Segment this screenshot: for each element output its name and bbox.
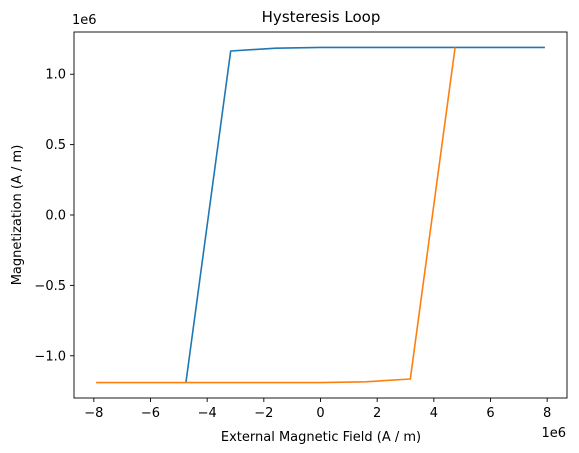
plot-lines: [96, 46, 545, 384]
y-tick-label: 1.0: [45, 68, 66, 83]
x-tick-label: 6: [486, 406, 494, 421]
y-offset-label: 1e6: [72, 13, 97, 28]
chart-title: Hysteresis Loop: [262, 8, 381, 26]
x-tick-label: 8: [543, 406, 551, 421]
y-tick-label: 0.0: [45, 209, 66, 224]
x-tick-label: 4: [430, 406, 438, 421]
x-tick-label: −6: [141, 406, 160, 421]
x-tick-label: −2: [254, 406, 273, 421]
y-tick-label: 0.5: [45, 138, 66, 153]
x-tick-label: −8: [84, 406, 103, 421]
x-tick-label: −4: [198, 406, 217, 421]
y-axis-ticks: −1.0 −0.5 0.0 0.5 1.0: [34, 68, 74, 364]
series-line-1: [185, 46, 545, 383]
plot-frame: [73, 31, 568, 399]
series-line-2: [96, 47, 456, 384]
x-offset-label: 1e6: [541, 426, 566, 441]
x-tick-label: 0: [316, 406, 324, 421]
y-tick-label: −1.0: [34, 349, 66, 364]
x-axis-ticks: −8 −6 −4 −2 0 2 4 6 8: [84, 398, 551, 421]
y-axis-label: Magnetization (A / m): [10, 145, 25, 286]
y-tick-label: −0.5: [34, 279, 66, 294]
x-tick-label: 2: [373, 406, 381, 421]
x-axis-label: External Magnetic Field (A / m): [221, 430, 421, 445]
